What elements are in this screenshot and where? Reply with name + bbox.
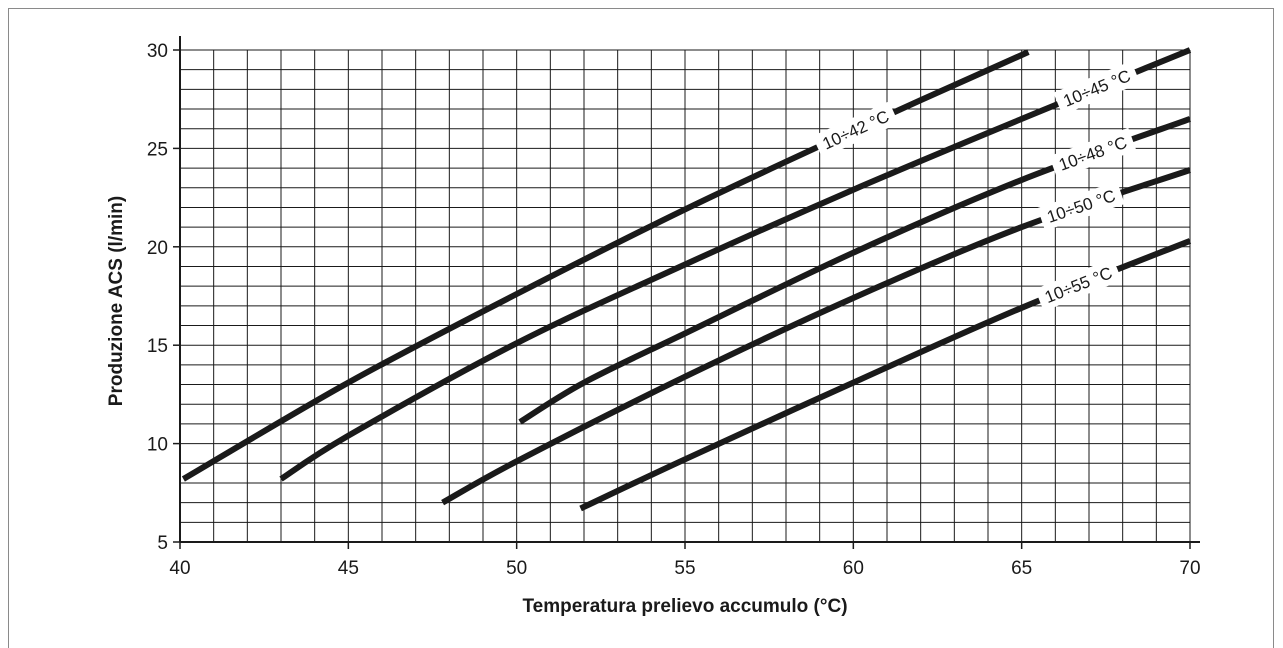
y-tick-label: 20 — [147, 238, 168, 259]
series-label-group: 10÷50 °C — [1037, 181, 1125, 231]
series-label: 10÷55 °C — [1042, 263, 1115, 307]
x-axis-title: Temperatura prelievo accumulo (°C) — [522, 596, 847, 617]
x-tick-label: 55 — [674, 558, 695, 579]
ticks: 40 45 50 55 60 65 70 5 10 15 20 25 30 — [147, 41, 1201, 579]
x-tick-label: 45 — [338, 558, 359, 579]
y-tick-label: 5 — [157, 533, 168, 554]
x-tick-label: 50 — [506, 558, 527, 579]
series-line — [279, 47, 1192, 482]
series-label-background — [1049, 127, 1137, 179]
series-label-background — [1037, 181, 1125, 231]
series-label-group: 10÷42 °C — [812, 101, 899, 159]
y-tick-label: 25 — [147, 139, 168, 160]
x-tick-label: 70 — [1179, 558, 1200, 579]
series-label-group: 10÷48 °C — [1049, 127, 1137, 179]
series-label-group: 10÷45 °C — [1053, 61, 1141, 115]
y-axis-title: Produzione ACS (l/min) — [106, 196, 127, 406]
x-tick-label: 40 — [169, 558, 190, 579]
y-tick-label: 15 — [147, 336, 168, 357]
x-tick-label: 65 — [1011, 558, 1032, 579]
y-tick-label: 30 — [147, 41, 168, 62]
series-label-background — [1053, 61, 1141, 115]
series-label-background — [1034, 258, 1122, 312]
axes — [179, 36, 1200, 543]
x-tick-label: 60 — [843, 558, 864, 579]
chart-frame — [8, 8, 1274, 648]
series-label-background — [812, 101, 899, 159]
series-group — [181, 47, 1192, 512]
y-tick-label: 10 — [147, 435, 168, 456]
series-line — [441, 167, 1191, 506]
